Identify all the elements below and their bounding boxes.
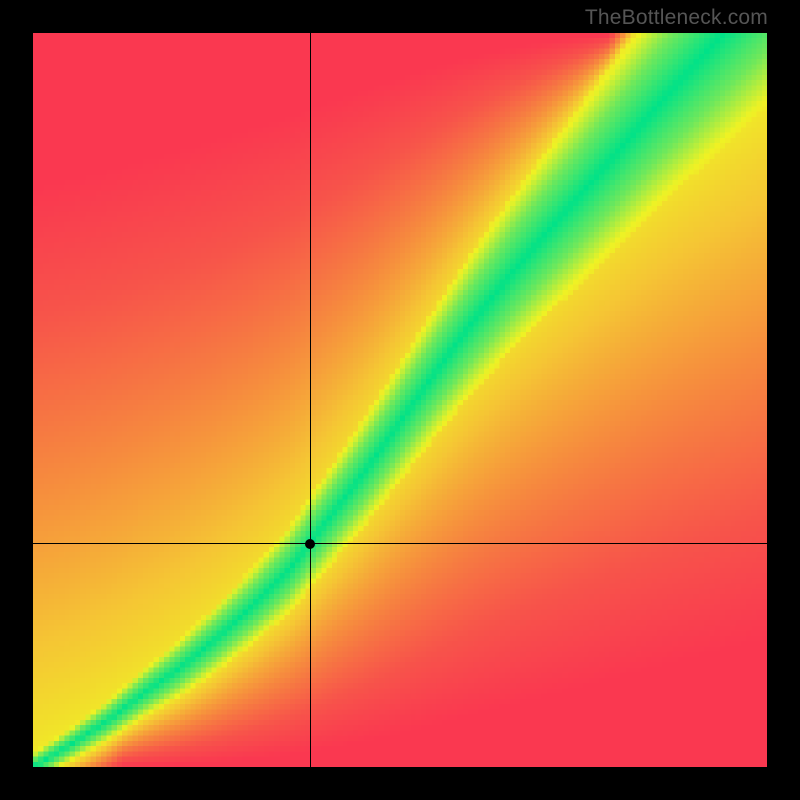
crosshair-horizontal xyxy=(33,543,767,544)
watermark-text: TheBottleneck.com xyxy=(585,6,768,30)
heatmap-plot xyxy=(33,33,767,767)
heatmap-canvas xyxy=(33,33,767,767)
crosshair-vertical xyxy=(310,33,311,767)
selection-marker xyxy=(305,539,315,549)
